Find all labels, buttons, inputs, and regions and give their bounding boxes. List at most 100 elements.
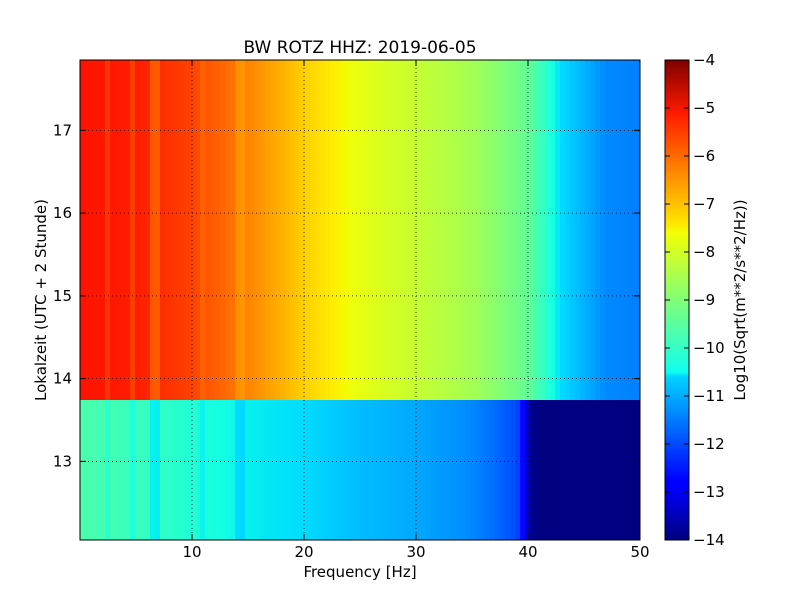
- heatmap-cell: [595, 105, 601, 111]
- heatmap-cell: [225, 195, 231, 201]
- heatmap-cell: [345, 270, 351, 276]
- heatmap-cell: [340, 165, 346, 171]
- heatmap-cell: [115, 245, 121, 251]
- heatmap-cell: [275, 225, 281, 231]
- heatmap-cell: [420, 250, 426, 256]
- heatmap-cell: [225, 130, 231, 136]
- heatmap-cell: [280, 150, 286, 156]
- heatmap-cell: [500, 120, 506, 126]
- heatmap-cell: [215, 270, 221, 276]
- heatmap-cell: [550, 275, 556, 281]
- heatmap-cell: [350, 125, 356, 131]
- heatmap-cell: [265, 180, 271, 186]
- heatmap-cell: [285, 145, 291, 151]
- heatmap-cell: [590, 205, 596, 211]
- heatmap-cell: [460, 170, 466, 176]
- heatmap-cell: [305, 130, 311, 136]
- heatmap-cell: [525, 145, 531, 151]
- heatmap-cell: [350, 220, 356, 226]
- heatmap-cell: [290, 175, 296, 181]
- heatmap-cell: [535, 140, 541, 146]
- heatmap-cell: [560, 95, 566, 101]
- heatmap-cell: [140, 135, 146, 141]
- heatmap-cell: [130, 100, 136, 106]
- heatmap-cell: [555, 230, 561, 236]
- heatmap-cell: [490, 270, 496, 276]
- heatmap-cell: [380, 175, 386, 181]
- heatmap-cell: [590, 120, 596, 126]
- heatmap-cell: [300, 85, 306, 91]
- heatmap-cell: [425, 115, 431, 121]
- heatmap-cell: [605, 125, 611, 131]
- heatmap-cell: [350, 105, 356, 111]
- heatmap-cell: [555, 160, 561, 166]
- heatmap-cell: [175, 65, 181, 71]
- heatmap-cell: [375, 280, 381, 286]
- heatmap-cell: [80, 205, 86, 211]
- heatmap-cell: [350, 110, 356, 116]
- heatmap-cell: [135, 265, 141, 271]
- heatmap-cell: [195, 250, 201, 256]
- heatmap-cell: [515, 160, 521, 166]
- heatmap-cell: [340, 80, 346, 86]
- heatmap-cell: [520, 240, 526, 246]
- heatmap-cell: [305, 70, 311, 76]
- heatmap-cell: [385, 155, 391, 161]
- heatmap-cell: [405, 175, 411, 181]
- heatmap-cell: [540, 80, 546, 86]
- heatmap-cell: [350, 145, 356, 151]
- heatmap-cell: [515, 240, 521, 246]
- heatmap-cell: [195, 155, 201, 161]
- heatmap-cell: [595, 110, 601, 116]
- heatmap-cell: [600, 270, 606, 276]
- heatmap-cell: [625, 205, 631, 211]
- heatmap-cell: [320, 60, 326, 66]
- heatmap-cell: [255, 160, 261, 166]
- heatmap-cell: [280, 140, 286, 146]
- heatmap-cell: [560, 60, 566, 66]
- heatmap-cell: [220, 105, 226, 111]
- heatmap-cell: [545, 205, 551, 211]
- heatmap-cell: [500, 270, 506, 276]
- heatmap-cell: [500, 240, 506, 246]
- heatmap-cell: [145, 130, 151, 136]
- heatmap-cell: [265, 240, 271, 246]
- heatmap-cell: [460, 220, 466, 226]
- heatmap-cell: [165, 195, 171, 201]
- heatmap-cell: [280, 210, 286, 216]
- heatmap-cell: [485, 125, 491, 131]
- heatmap-cell: [560, 110, 566, 116]
- heatmap-cell: [265, 110, 271, 116]
- heatmap-cell: [225, 95, 231, 101]
- heatmap-cell: [370, 105, 376, 111]
- heatmap-cell: [625, 220, 631, 226]
- heatmap-cell: [295, 115, 301, 121]
- heatmap-cell: [255, 135, 261, 141]
- heatmap-cell: [505, 130, 511, 136]
- heatmap-cell: [585, 150, 591, 156]
- heatmap-cell: [130, 120, 136, 126]
- heatmap-cell: [465, 160, 471, 166]
- heatmap-cell: [160, 200, 166, 206]
- heatmap-cell: [225, 220, 231, 226]
- heatmap-cell: [85, 235, 91, 241]
- heatmap-cell: [555, 245, 561, 251]
- heatmap-cell: [200, 135, 206, 141]
- heatmap-cell: [260, 200, 266, 206]
- heatmap-cell: [220, 85, 226, 91]
- heatmap-cell: [525, 235, 531, 241]
- heatmap-cell: [435, 240, 441, 246]
- heatmap-cell: [440, 210, 446, 216]
- heatmap-cell: [200, 280, 206, 286]
- heatmap-cell: [295, 110, 301, 116]
- heatmap-cell: [600, 230, 606, 236]
- heatmap-cell: [380, 70, 386, 76]
- heatmap-cell: [400, 90, 406, 96]
- heatmap-cell: [350, 100, 356, 106]
- heatmap-cell: [100, 190, 106, 196]
- heatmap-cell: [300, 195, 306, 201]
- heatmap-cell: [570, 200, 576, 206]
- heatmap-cell: [170, 185, 176, 191]
- heatmap-cell: [490, 110, 496, 116]
- heatmap-cell: [235, 130, 241, 136]
